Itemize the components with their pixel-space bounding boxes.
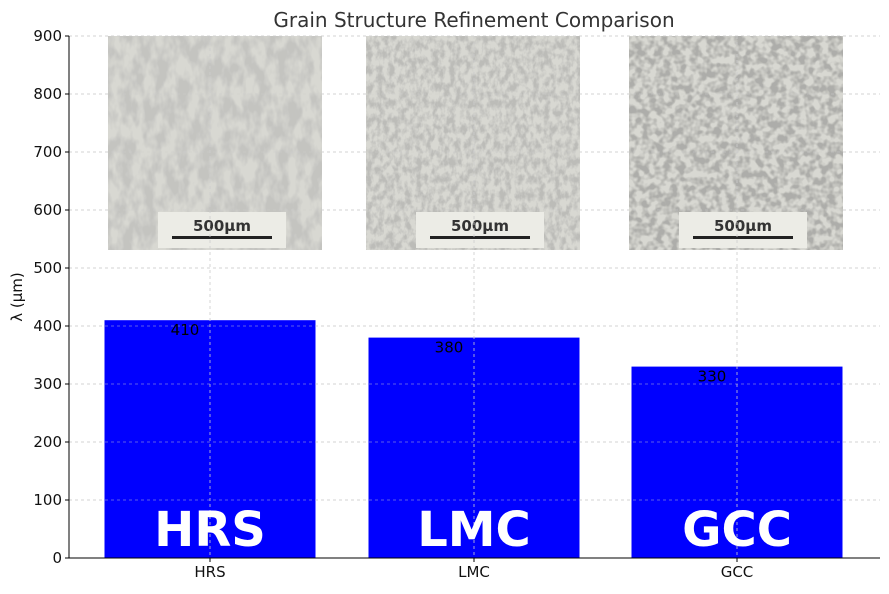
y-tick-label: 300: [33, 375, 62, 393]
y-axis-label: λ (μm): [8, 272, 26, 322]
y-tick-label: 0: [52, 549, 62, 567]
x-tick-label: GCC: [721, 563, 754, 581]
scale-bar-line: [693, 236, 793, 239]
y-tick-label: 100: [33, 491, 62, 509]
bar-overlay-label: GCC: [682, 502, 792, 558]
micrograph-image-hrs: 500μm: [108, 36, 322, 250]
scale-bar-box: [158, 212, 286, 248]
grid-vertical: [69, 35, 880, 559]
y-tick-label: 200: [33, 433, 62, 451]
scale-bar-line: [430, 236, 530, 239]
scale-bar-line: [172, 236, 272, 239]
bar-overlay-label: LMC: [417, 502, 531, 558]
x-tick-label: LMC: [458, 563, 490, 581]
y-tick-label: 800: [33, 85, 62, 103]
data-label: 380: [435, 339, 464, 357]
bar-overlay-label: HRS: [154, 502, 266, 558]
micrograph-image-lmc: 500μm: [366, 36, 580, 250]
scale-bar-box: [679, 212, 807, 248]
chart-title: Grain Structure Refinement Comparison: [273, 8, 674, 32]
x-tick-label: HRS: [194, 563, 225, 581]
y-tick-label: 900: [33, 27, 62, 45]
scale-bar-label: 500μm: [451, 217, 509, 235]
data-label: 410: [171, 321, 200, 339]
y-tick-label: 500: [33, 259, 62, 277]
y-tick-label: 700: [33, 143, 62, 161]
y-tick-label: 600: [33, 201, 62, 219]
data-label: 330: [698, 368, 727, 386]
labels: 410 HRS 380 LMC 330 GCC: [154, 321, 792, 558]
inset-images: 500μm 500μm 500μm: [108, 36, 843, 250]
y-tick-label: 400: [33, 317, 62, 335]
scale-bar-box: [416, 212, 544, 248]
micrograph-image-gcc: 500μm: [629, 36, 843, 250]
scale-bar-label: 500μm: [714, 217, 772, 235]
axes: 0 100 200 300 400 500 600 700 800 900 HRS LMC GCC: [33, 27, 880, 581]
scale-bar-label: 500μm: [193, 217, 251, 235]
